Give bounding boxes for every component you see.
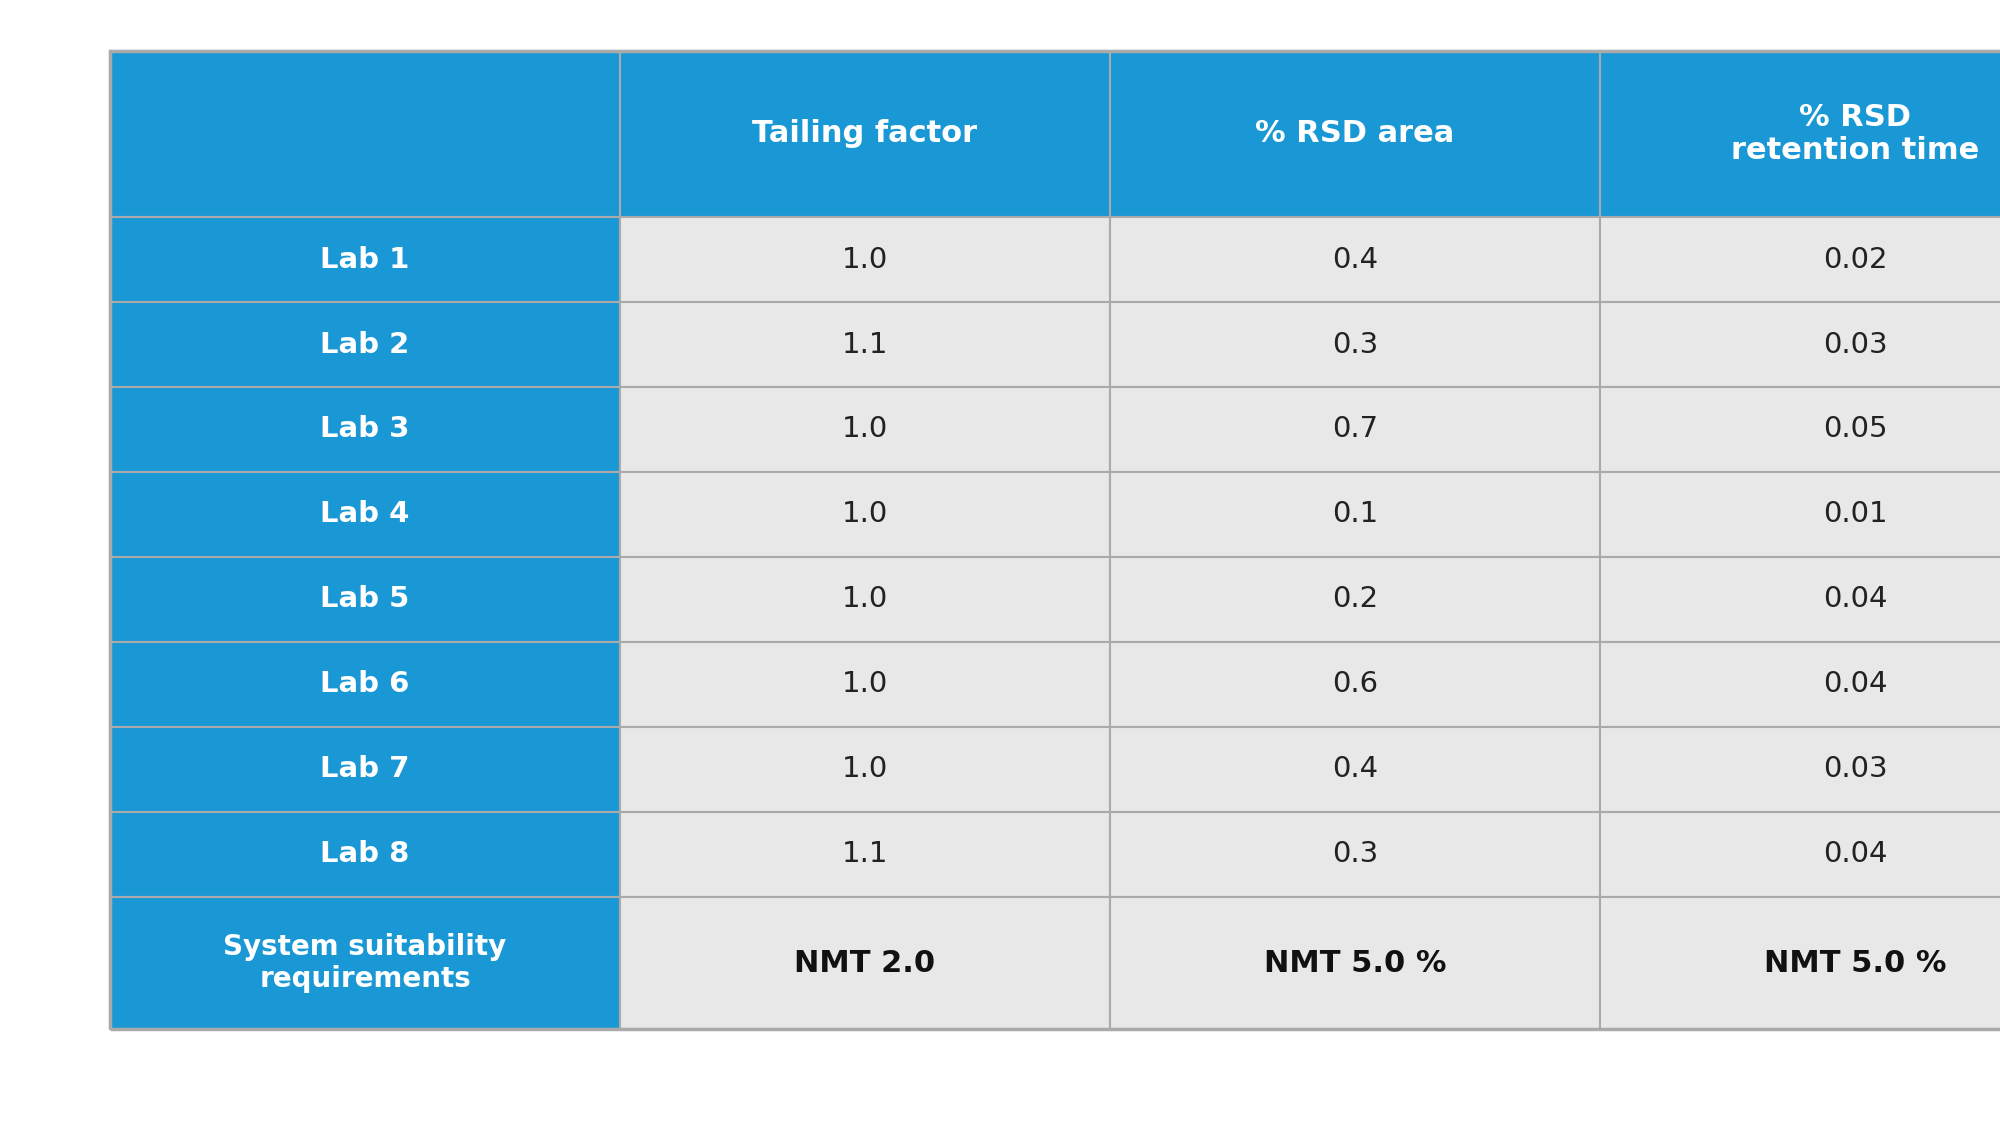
Text: 0.4: 0.4	[1332, 755, 1378, 783]
Text: 0.1: 0.1	[1332, 501, 1378, 529]
Bar	[1600, 812, 2000, 897]
Text: NMT 5.0 %: NMT 5.0 %	[1764, 948, 1946, 978]
Text: 1.1: 1.1	[842, 840, 888, 868]
Bar	[620, 642, 1110, 727]
Bar	[620, 557, 1110, 641]
Bar	[620, 217, 1110, 303]
Bar	[110, 303, 620, 387]
Text: Lab 4: Lab 4	[320, 501, 410, 529]
Bar	[620, 303, 1110, 387]
Text: 0.05: 0.05	[1822, 415, 1888, 443]
Text: Lab 2: Lab 2	[320, 331, 410, 359]
Text: Lab 1: Lab 1	[320, 245, 410, 273]
Text: Lab 6: Lab 6	[320, 670, 410, 699]
Bar	[1110, 472, 1600, 557]
Bar	[1600, 217, 2000, 303]
Text: System suitability
requirements: System suitability requirements	[224, 933, 506, 993]
Bar	[110, 897, 620, 1029]
Bar	[620, 812, 1110, 897]
Bar	[620, 897, 1110, 1029]
Text: 0.04: 0.04	[1822, 585, 1888, 613]
Text: 1.1: 1.1	[842, 331, 888, 359]
Bar	[110, 812, 620, 897]
Text: 0.03: 0.03	[1822, 331, 1888, 359]
Text: 0.2: 0.2	[1332, 585, 1378, 613]
Bar	[1110, 303, 1600, 387]
Text: 0.7: 0.7	[1332, 415, 1378, 443]
Bar	[1600, 303, 2000, 387]
Text: % RSD
retention time: % RSD retention time	[1730, 102, 1980, 165]
Bar	[1110, 557, 1600, 641]
Bar	[110, 387, 620, 472]
Bar	[110, 51, 2000, 1029]
Text: 0.04: 0.04	[1822, 840, 1888, 868]
Text: Lab 5: Lab 5	[320, 585, 410, 613]
Bar	[110, 51, 620, 217]
Text: 1.0: 1.0	[842, 501, 888, 529]
Text: 1.0: 1.0	[842, 585, 888, 613]
Bar	[1110, 217, 1600, 303]
Bar	[1110, 51, 1600, 217]
Text: 1.0: 1.0	[842, 415, 888, 443]
Text: Lab 8: Lab 8	[320, 840, 410, 868]
Bar	[1110, 897, 1600, 1029]
Text: 0.04: 0.04	[1822, 670, 1888, 699]
Text: 0.01: 0.01	[1822, 501, 1888, 529]
Text: 0.3: 0.3	[1332, 331, 1378, 359]
Text: 0.4: 0.4	[1332, 245, 1378, 273]
Text: Lab 3: Lab 3	[320, 415, 410, 443]
Bar	[620, 727, 1110, 812]
Bar	[110, 557, 620, 641]
Bar	[110, 642, 620, 727]
Text: 0.3: 0.3	[1332, 840, 1378, 868]
Bar	[1600, 472, 2000, 557]
Text: % RSD area: % RSD area	[1256, 119, 1454, 148]
Text: Lab 7: Lab 7	[320, 755, 410, 783]
Text: NMT 2.0: NMT 2.0	[794, 948, 936, 978]
Bar	[620, 51, 1110, 217]
Bar	[1110, 812, 1600, 897]
Text: 1.0: 1.0	[842, 670, 888, 699]
Bar	[1110, 727, 1600, 812]
Bar	[1600, 387, 2000, 472]
Bar	[1600, 642, 2000, 727]
Text: 0.02: 0.02	[1822, 245, 1888, 273]
Bar	[110, 217, 620, 303]
Bar	[1110, 642, 1600, 727]
Bar	[110, 472, 620, 557]
Text: 0.6: 0.6	[1332, 670, 1378, 699]
Bar	[1600, 727, 2000, 812]
Bar	[1600, 557, 2000, 641]
Bar	[620, 387, 1110, 472]
Bar	[1110, 387, 1600, 472]
Text: 1.0: 1.0	[842, 755, 888, 783]
Bar	[1600, 51, 2000, 217]
Bar	[1600, 897, 2000, 1029]
Text: 0.03: 0.03	[1822, 755, 1888, 783]
Bar	[110, 727, 620, 812]
Text: NMT 5.0 %: NMT 5.0 %	[1264, 948, 1446, 978]
Text: Tailing factor: Tailing factor	[752, 119, 978, 148]
Bar	[620, 472, 1110, 557]
Text: 1.0: 1.0	[842, 245, 888, 273]
